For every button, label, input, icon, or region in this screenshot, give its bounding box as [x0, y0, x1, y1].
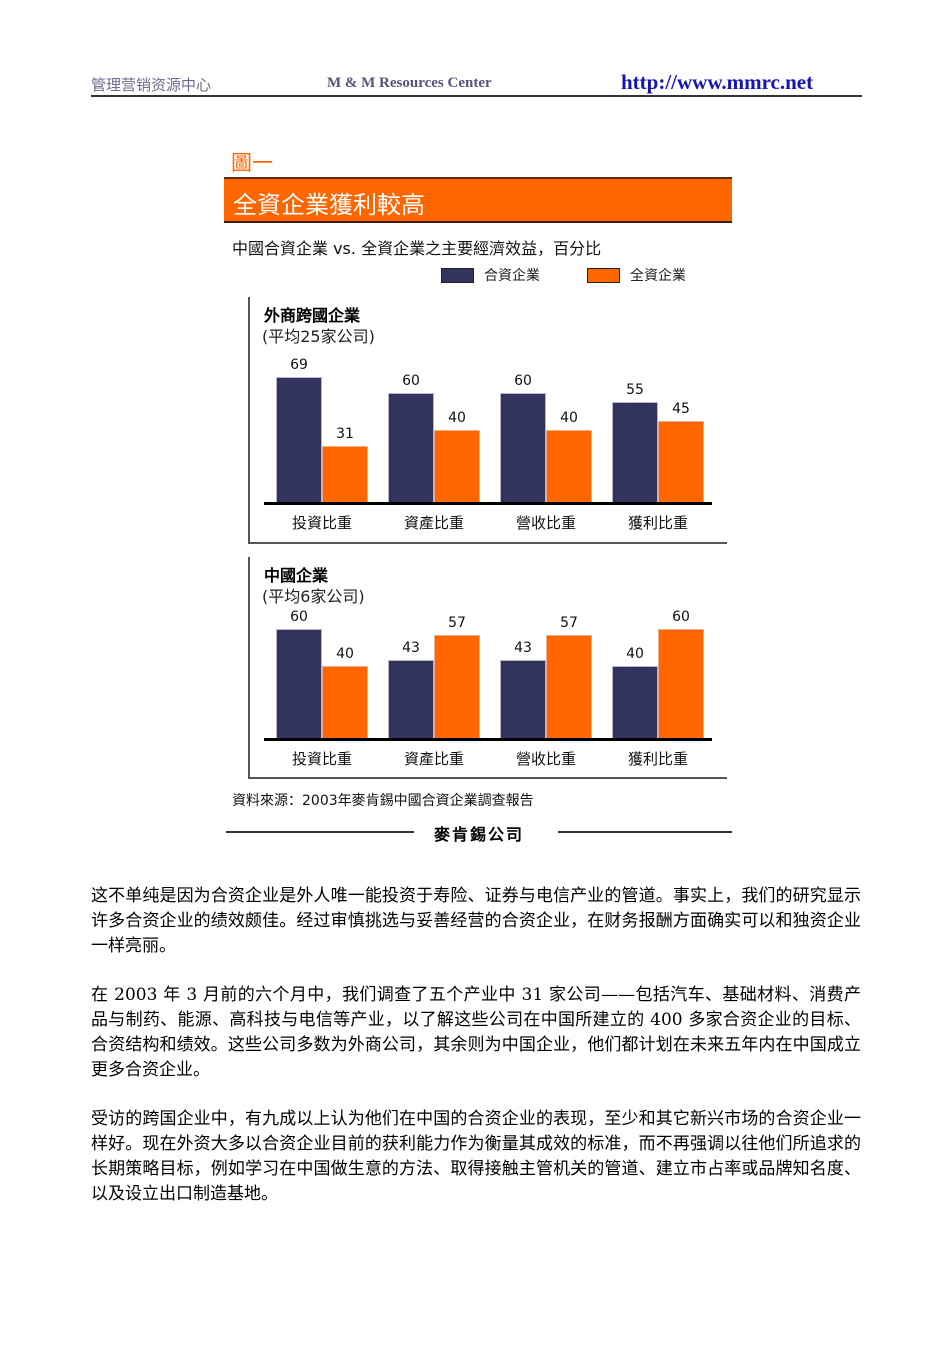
chart-panel-chinese: 中國企業 (平均6家公司) 60 40 投資比重 43 57 資產比重 43 57 營收比重 40…	[248, 557, 727, 779]
bar-jv	[500, 660, 546, 738]
category-label: 投資比重	[291, 514, 352, 532]
signature-rule-right	[558, 831, 732, 833]
panel-title: 外商跨國企業	[264, 306, 361, 325]
bar-value-label: 40	[336, 646, 354, 662]
signature-rule-left	[226, 831, 414, 833]
legend-item-jv: 合資企業	[441, 266, 540, 284]
category-label: 營收比重	[515, 750, 576, 768]
legend-label-wfoe: 全資企業	[630, 268, 686, 284]
bar-value-label: 55	[626, 382, 644, 398]
header-center-title: M & M Resources Center	[327, 75, 492, 91]
bar-jv	[612, 666, 658, 738]
panel-subtitle: (平均6家公司)	[262, 587, 365, 606]
bar-jv	[276, 629, 322, 738]
body-paragraph-2: 在 2003 年 3 月前的六个月中，我们调查了五个产业中 31 家公司——包括…	[91, 985, 861, 1080]
bar-value-label: 60	[514, 373, 532, 389]
panel-subtitle: (平均25家公司)	[262, 327, 375, 346]
bar-wfoe	[546, 635, 592, 738]
legend-label-jv: 合資企業	[484, 268, 540, 284]
figure-subtitle: 中國合資企業 vs. 全資企業之主要經濟效益，百分比	[232, 239, 602, 258]
legend-swatch-wfoe	[587, 267, 620, 283]
bar-value-label: 40	[560, 410, 578, 426]
figure-label: 圖一	[231, 151, 273, 175]
bar-value-label: 40	[626, 646, 644, 662]
bar-wfoe	[546, 430, 592, 502]
category-label: 獲利比重	[627, 750, 688, 768]
bar-value-label: 60	[290, 609, 308, 625]
bar-wfoe	[658, 421, 704, 502]
bar-wfoe	[322, 666, 368, 738]
bar-value-label: 57	[448, 615, 466, 631]
x-axis	[264, 502, 712, 505]
figure-signature: 麥肯錫公司	[434, 825, 525, 844]
bar-wfoe	[658, 629, 704, 738]
category-label: 資產比重	[403, 514, 464, 532]
legend-item-wfoe: 全資企業	[587, 266, 686, 284]
category-label: 獲利比重	[627, 514, 688, 532]
bar-value-label: 31	[336, 426, 354, 442]
bar-jv	[500, 393, 546, 502]
bar-value-label: 45	[672, 401, 690, 417]
bar-value-label: 43	[402, 640, 420, 656]
figure-banner: 全資企業獲利較高	[224, 177, 732, 223]
bar-jv	[388, 660, 434, 738]
header-site-name: 管理营销资源中心	[91, 76, 212, 94]
header-divider	[91, 95, 862, 97]
category-label: 營收比重	[515, 514, 576, 532]
bar-value-label: 60	[672, 609, 690, 625]
bar-jv	[388, 393, 434, 502]
body-paragraph-1: 这不单纯是因为合资企业是外人唯一能投资于寿险、证券与电信产业的管道。事实上，我们…	[91, 886, 861, 956]
body-paragraph-3: 受访的跨国企业中，有九成以上认为他们在中国的合资企业的表现，至少和其它新兴市场的…	[91, 1109, 861, 1204]
figure-source: 資料來源：2003年麥肯錫中國合資企業調查報告	[232, 793, 534, 809]
bar-value-label: 40	[448, 410, 466, 426]
bar-wfoe	[322, 446, 368, 502]
category-label: 資產比重	[403, 750, 464, 768]
bar-jv	[276, 377, 322, 502]
x-axis	[264, 738, 712, 741]
legend-swatch-jv	[441, 267, 474, 283]
chart-panel-multinational: 外商跨國企業 (平均25家公司) 69 31 投資比重 60 40 資產比重 60 40 營收比…	[248, 297, 727, 544]
category-label: 投資比重	[291, 750, 352, 768]
bar-wfoe	[434, 430, 480, 502]
bar-value-label: 57	[560, 615, 578, 631]
figure-banner-title: 全資企業獲利較高	[233, 191, 425, 219]
bar-value-label: 60	[402, 373, 420, 389]
bar-value-label: 69	[290, 357, 308, 373]
panel-title: 中國企業	[264, 566, 329, 585]
bar-jv	[612, 402, 658, 502]
bar-wfoe	[434, 635, 480, 738]
header-url-link[interactable]: http://www.mmrc.net	[621, 70, 814, 94]
bar-value-label: 43	[514, 640, 532, 656]
